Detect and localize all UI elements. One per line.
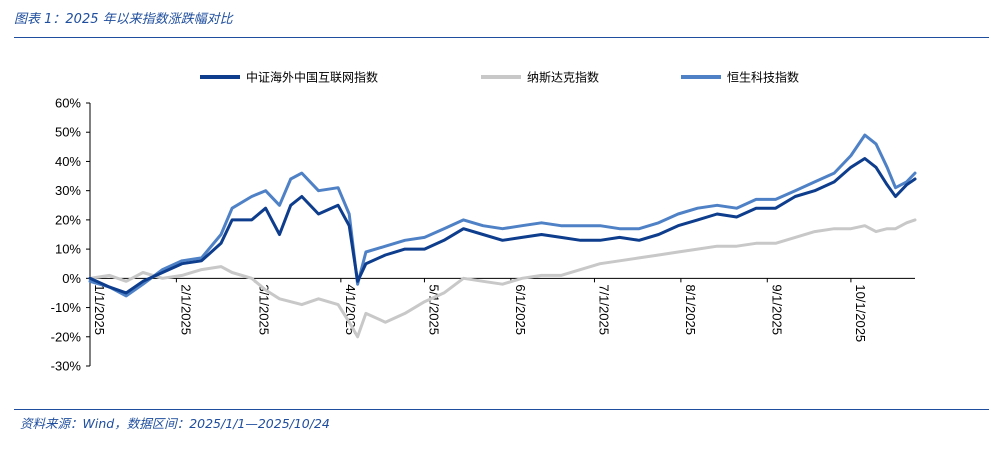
- bottom-rule: [14, 409, 989, 410]
- y-tick-label: 20%: [55, 212, 81, 227]
- top-rule: [14, 37, 989, 38]
- series-layer: [88, 133, 917, 339]
- x-tick-label: 2/1/2025: [178, 284, 193, 335]
- y-tick-label: 40%: [55, 154, 81, 169]
- y-tick-label: 0%: [62, 271, 81, 286]
- x-tick-label: 8/1/2025: [683, 284, 698, 335]
- source-note: 资料来源：Wind，数据区间：2025/1/1—2025/10/24: [20, 416, 330, 431]
- legend-label-2: 纳斯达克指数: [527, 70, 599, 85]
- figure-caption: 图表 1：2025 年以来指数涨跌幅对比: [14, 12, 233, 27]
- x-tick-label: 5/1/2025: [426, 284, 441, 335]
- legend-label-3: 恒生科技指数: [727, 70, 799, 85]
- series-line-3: [88, 133, 917, 298]
- x-tick-label: 9/1/2025: [769, 284, 784, 335]
- y-tick-label: 30%: [55, 183, 81, 198]
- y-tick-label: 10%: [55, 242, 81, 257]
- y-tick-label: 50%: [55, 125, 81, 140]
- x-tick-label: 1/1/2025: [92, 284, 107, 335]
- y-tick-label: -30%: [51, 359, 82, 374]
- x-tick-label: 4/1/2025: [343, 284, 358, 335]
- legend-label-1: 中证海外中国互联网指数: [246, 70, 378, 85]
- series-line-1: [88, 157, 917, 295]
- series-line-2: [88, 218, 917, 339]
- y-tick-label: -10%: [51, 300, 82, 315]
- y-tick-label: 60%: [55, 96, 81, 111]
- x-tick-label: 7/1/2025: [596, 284, 611, 335]
- chart-legend: 中证海外中国互联网指数 纳斯达克指数 恒生科技指数: [200, 70, 799, 85]
- y-tick-label: -20%: [51, 329, 82, 344]
- y-axis: 60% 50% 40% 30% 20% 10% 0% -10% -20% -30%: [51, 96, 91, 374]
- x-tick-label: 10/1/2025: [853, 284, 868, 342]
- x-tick-label: 6/1/2025: [513, 284, 528, 335]
- x-axis: 1/1/2025 2/1/2025 3/1/2025 4/1/2025 5/1/2025…: [89, 277, 915, 342]
- x-tick-label: 3/1/2025: [256, 284, 271, 335]
